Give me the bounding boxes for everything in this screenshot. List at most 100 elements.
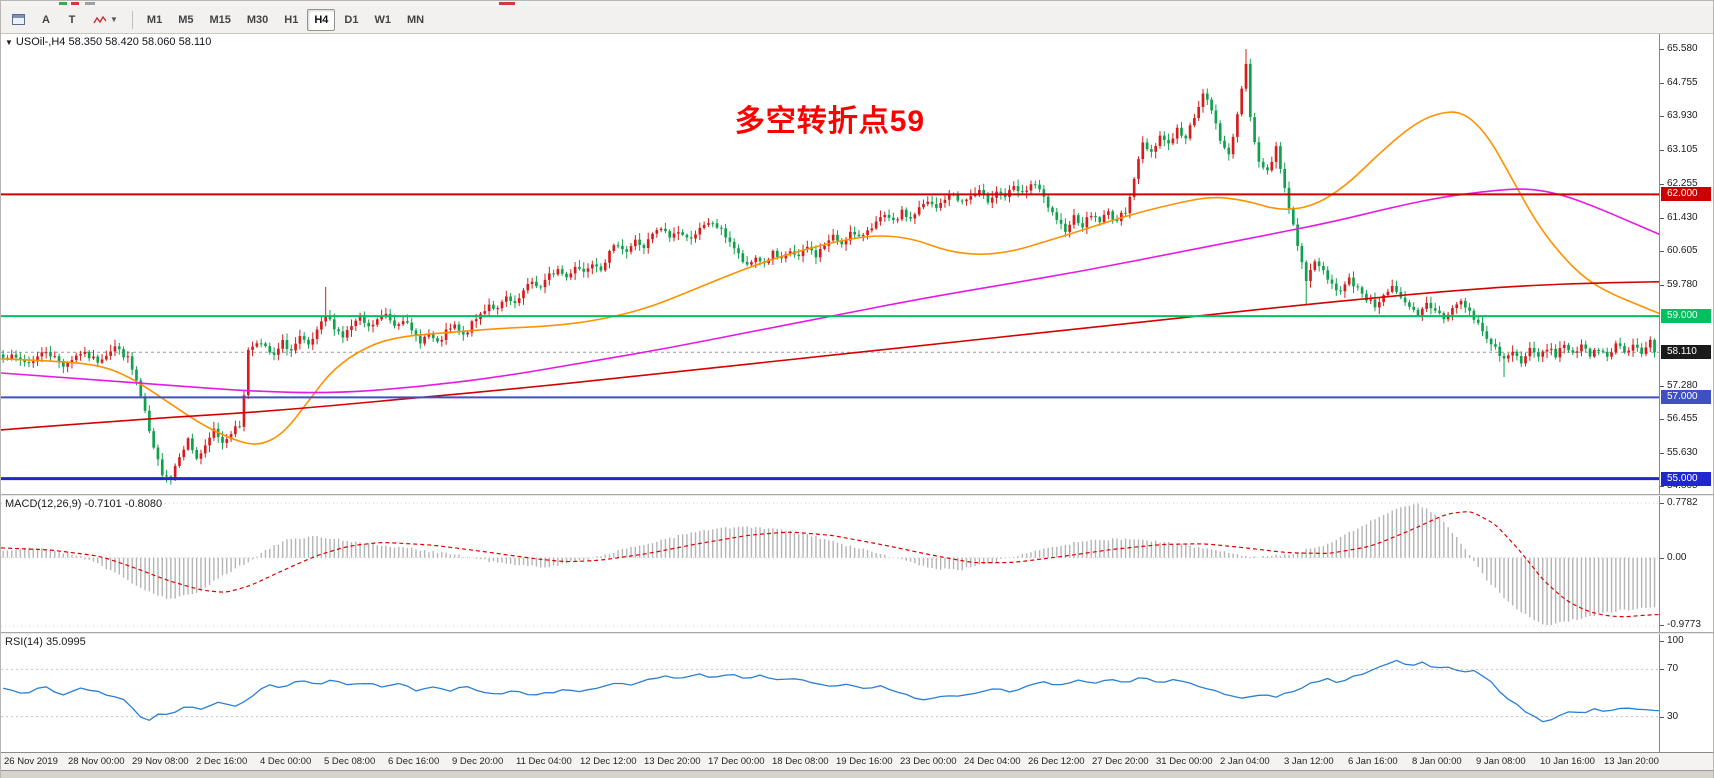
- ma-medium-line: [1, 188, 1661, 394]
- rsi-pane[interactable]: RSI(14) 35.0995 100 70 30: [1, 634, 1713, 752]
- price-tick-label: 62.255: [1667, 178, 1698, 190]
- axis-tick-mark: [1660, 419, 1664, 421]
- chart-toolbar: A T ▼ M1 M5 M15 M30 H1 H4 D1 W1 MN: [1, 6, 1713, 34]
- time-label: 2 Jan 04:00: [1220, 756, 1270, 767]
- price-tick-label: 54.805: [1667, 480, 1698, 492]
- price-tick-label: 65.580: [1667, 43, 1698, 55]
- time-label: 3 Jan 12:00: [1284, 756, 1334, 767]
- text-tool-label: T: [68, 13, 76, 26]
- price-tick-label: 0.00: [1667, 551, 1687, 563]
- rsi-plot[interactable]: [1, 634, 1661, 752]
- time-label: 6 Dec 16:00: [388, 756, 440, 767]
- price-tick-label: 100: [1667, 635, 1684, 646]
- timeframe-button-m15[interactable]: M15: [209, 13, 231, 26]
- axis-tick-mark: [1660, 557, 1664, 559]
- timeframe-button-h4[interactable]: H4: [307, 8, 336, 31]
- axis-tick-mark: [1660, 251, 1664, 252]
- main-price-pane[interactable]: ▼ USOil-,H4 58.350 58.420 58.060 58.110 多…: [1, 34, 1713, 494]
- time-label: 17 Dec 00:00: [708, 756, 765, 767]
- time-label: 13 Jan 20:00: [1604, 756, 1659, 767]
- candlestick-plot[interactable]: [1, 34, 1661, 494]
- macd-pane[interactable]: MACD(12,26,9) -0.7101 -0.8080 0.7782 0.00…: [1, 496, 1713, 632]
- candles-layer: [1, 49, 1656, 485]
- axis-tick-mark: [1660, 82, 1664, 84]
- price-tick-label: 57.280: [1667, 380, 1698, 391]
- time-label: 18 Dec 08:00: [772, 756, 829, 767]
- price-tick-label: 59.780: [1667, 278, 1698, 290]
- time-label: 26 Nov 2019: [4, 756, 58, 767]
- time-label: 12 Dec 12:00: [580, 756, 637, 767]
- rsi-axis[interactable]: 100 70 30: [1659, 634, 1713, 752]
- chart-window-icon: [12, 14, 25, 25]
- timeframe-button-d1[interactable]: D1: [344, 13, 359, 26]
- timeframe-button-mn[interactable]: MN: [406, 13, 425, 26]
- pane-separator[interactable]: [1, 494, 1713, 496]
- price-tick-label: 70: [1667, 663, 1679, 675]
- axis-tick-mark: [1660, 184, 1664, 186]
- macd-signal-line: [1, 511, 1661, 618]
- axis-tick-mark: [1660, 716, 1664, 718]
- time-label: 8 Jan 00:00: [1412, 756, 1462, 767]
- price-tick-label: 64.755: [1667, 76, 1698, 88]
- price-tick-label: 0.7782: [1667, 497, 1698, 509]
- price-badge: 59.000: [1661, 309, 1711, 324]
- price-badge: 58.110: [1661, 345, 1711, 360]
- rsi-line: [3, 659, 1660, 723]
- macd-label: MACD(12,26,9) -0.7101 -0.8080: [5, 498, 163, 510]
- rsi-label: RSI(14) 35.0995: [5, 636, 86, 648]
- ma-fast-line: [1, 111, 1661, 445]
- timeframe-button-w1[interactable]: W1: [374, 13, 391, 26]
- text-tool-button[interactable]: T: [60, 9, 84, 31]
- price-badge: 55.000: [1661, 471, 1711, 486]
- time-label: 2 Dec 16:00: [196, 756, 248, 767]
- window-bottom-edge: [1, 770, 1713, 778]
- clipped-top-row: [1, 1, 1713, 6]
- ma-slow-line: [1, 280, 1661, 431]
- chevron-down-icon: ▼: [110, 15, 118, 24]
- price-tick-label: 60.605: [1667, 245, 1698, 256]
- timeframe-button-m5[interactable]: M5: [178, 13, 194, 26]
- arrow-tool-button[interactable]: A: [34, 9, 58, 31]
- indicator-zigzag-icon: [93, 15, 107, 25]
- axis-tick-mark: [1660, 116, 1664, 117]
- time-label: 24 Dec 04:00: [964, 756, 1021, 767]
- symbol-ohlc-header: ▼ USOil-,H4 58.350 58.420 58.060 58.110: [5, 36, 212, 48]
- time-axis[interactable]: 26 Nov 2019 28 Nov 00:00 29 Nov 08:00 2 Dec…: [1, 752, 1713, 770]
- timeframe-button-h1[interactable]: H1: [284, 13, 299, 26]
- price-badge: 62.000: [1661, 187, 1711, 202]
- axis-tick-mark: [1660, 669, 1664, 671]
- macd-plot[interactable]: [1, 496, 1661, 632]
- time-label: 29 Nov 08:00: [132, 756, 189, 767]
- clip-artifact-gray: [85, 2, 95, 5]
- timeframe-button-group: M1 M5 M15 M30 H1 H4 D1 W1 MN: [140, 8, 431, 31]
- price-tick-label: 63.105: [1667, 143, 1698, 155]
- time-label: 28 Nov 00:00: [68, 756, 125, 767]
- price-tick-label: 56.455: [1667, 413, 1698, 425]
- macd-axis[interactable]: 0.7782 0.00 -0.9773: [1659, 496, 1713, 632]
- time-label: 13 Dec 20:00: [644, 756, 701, 767]
- timeframe-button-m1[interactable]: M1: [146, 13, 163, 26]
- time-label: 31 Dec 00:00: [1156, 756, 1213, 767]
- axis-tick-mark: [1660, 386, 1664, 387]
- time-label: 5 Dec 08:00: [324, 756, 376, 767]
- arrow-tool-label: A: [42, 13, 50, 26]
- time-label: 11 Dec 04:00: [516, 756, 572, 767]
- price-tick-label: -0.9773: [1667, 619, 1701, 630]
- symbol-dropdown-icon[interactable]: ▼: [5, 38, 13, 47]
- clip-artifact-red: [71, 2, 79, 5]
- price-tick-label: 63.930: [1667, 110, 1698, 121]
- time-label: 27 Dec 20:00: [1092, 756, 1149, 767]
- time-label: 10 Jan 16:00: [1540, 756, 1595, 767]
- axis-tick-mark: [1660, 149, 1664, 151]
- price-axis[interactable]: 65.580 64.755 63.930 63.105 62.255 61.430 60.6…: [1659, 34, 1713, 494]
- indicators-dropdown-button[interactable]: ▼: [86, 9, 125, 31]
- timeframe-button-m30[interactable]: M30: [246, 13, 269, 26]
- axis-tick-mark: [1660, 625, 1664, 626]
- macd-histogram: [2, 503, 1656, 626]
- pane-separator[interactable]: [1, 632, 1713, 634]
- axis-tick-mark: [1660, 641, 1664, 642]
- chart-window-button[interactable]: [5, 9, 32, 31]
- price-tick-label: 30: [1667, 710, 1679, 722]
- time-label: 19 Dec 16:00: [836, 756, 893, 767]
